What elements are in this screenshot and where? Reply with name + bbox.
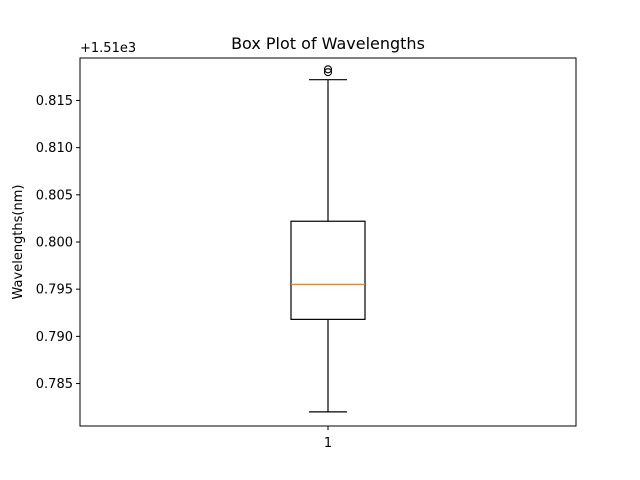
box-series [290, 65, 366, 413]
interquartile-box [290, 220, 366, 320]
y-tick-label: 0.805 [36, 188, 73, 203]
y-tick-label: 0.815 [36, 94, 73, 109]
y-tick-label: 0.800 [36, 236, 73, 251]
y-tick-label: 0.810 [36, 141, 73, 156]
outlier-point [323, 68, 333, 77]
chart-title: Box Plot of Wavelengths [231, 34, 425, 53]
y-tick-label: 0.795 [36, 283, 73, 298]
y-axis-label: Wavelengths(nm) [11, 185, 26, 300]
x-tick-label: 1 [324, 436, 332, 451]
y-axis-offset-label: +1.51e3 [80, 41, 136, 56]
y-tick-label: 0.790 [36, 330, 73, 345]
x-axis-ticks: 1 [324, 426, 332, 451]
y-tick-label: 0.785 [36, 377, 73, 392]
plot-area-frame [79, 57, 577, 427]
outlier-point [323, 65, 333, 74]
y-axis-ticks: 0.785 0.790 0.795 0.800 0.805 0.810 0.815 [36, 94, 80, 392]
